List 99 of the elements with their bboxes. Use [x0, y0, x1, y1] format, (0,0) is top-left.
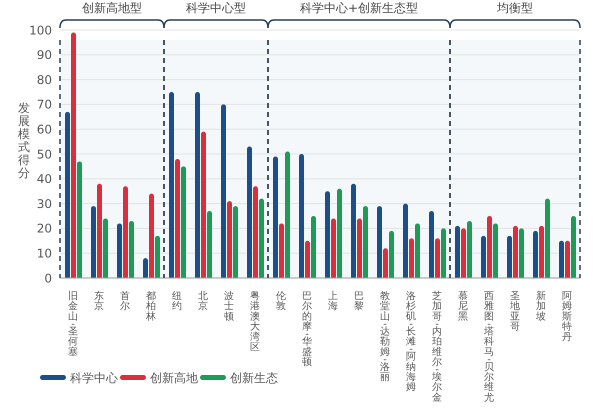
y-tick-label: 60 — [36, 122, 52, 136]
category-label: 芝加哥-内珀维尔-埃尔金 — [432, 291, 442, 404]
bar — [331, 218, 336, 278]
bar — [305, 240, 310, 278]
bar — [143, 258, 148, 278]
x-tick-label: 纽约 — [172, 290, 182, 312]
x-tick-label: 阿姆斯特丹 — [562, 291, 572, 343]
x-tick-label: 首尔 — [120, 290, 130, 312]
bar — [351, 184, 356, 278]
bar — [97, 184, 102, 278]
x-tick-label: 圣地亚哥 — [509, 291, 520, 333]
bar — [273, 156, 278, 278]
legend-label: 科学中心 — [70, 371, 118, 385]
x-tick-label: 巴尔的摩-华盛顿 — [302, 291, 312, 368]
y-tick-label: 30 — [36, 196, 52, 211]
bar — [91, 206, 96, 278]
bar — [559, 240, 564, 278]
legend-label: 创新高地 — [150, 371, 198, 385]
category-label: 西雅图-塔科马-贝尔维尤 — [484, 291, 494, 404]
x-tick-label: 旧金山-圣何塞 — [68, 290, 78, 358]
y-tick-label: 40 — [36, 172, 52, 186]
bar — [233, 206, 238, 278]
bar — [181, 166, 186, 278]
bar — [221, 104, 226, 278]
bar — [65, 112, 70, 278]
bar — [571, 216, 576, 278]
x-tick-label: 北京 — [198, 290, 208, 312]
bar — [259, 198, 264, 278]
bar — [435, 238, 440, 278]
x-tick-label: 新加坡 — [535, 290, 546, 322]
bar — [507, 236, 512, 278]
bar — [325, 191, 330, 278]
bar — [123, 186, 128, 278]
bar — [545, 198, 550, 278]
bar — [377, 206, 382, 278]
x-tick-label: 上海 — [328, 290, 338, 312]
bar — [149, 194, 154, 278]
bar — [467, 220, 472, 278]
bar — [481, 236, 486, 278]
bar — [519, 228, 524, 278]
bar — [71, 32, 76, 278]
bar — [493, 223, 498, 278]
x-tick-label: 东京 — [94, 290, 104, 312]
bar — [103, 218, 108, 278]
band-label: 创新高地型 — [82, 1, 142, 15]
bar — [513, 226, 518, 278]
bar — [117, 223, 122, 278]
bar — [129, 220, 134, 278]
bar — [279, 223, 284, 278]
category-label: 洛杉矶-长滩-阿纳海姆 — [406, 291, 416, 394]
bar — [357, 218, 362, 278]
y-tick-label: 100 — [29, 23, 52, 38]
x-tick-label: 都柏林 — [145, 290, 156, 322]
bar — [299, 154, 304, 278]
bar — [415, 223, 420, 278]
y-tick-label: 20 — [36, 222, 52, 236]
legend-label: 创新生态 — [230, 371, 278, 385]
x-tick-label: 波士顿 — [224, 290, 234, 322]
band-label: 科学中心+创新生态型 — [300, 1, 418, 15]
bar — [169, 92, 174, 278]
x-tick-label: 粤港澳大湾区 — [250, 290, 260, 353]
category-label: 教堂山-达勒姆-洛丽 — [380, 291, 390, 383]
bar — [253, 186, 258, 278]
bar — [461, 228, 466, 278]
bar — [201, 132, 206, 278]
x-tick-label: 巴黎 — [354, 291, 364, 312]
bar — [403, 204, 408, 278]
y-tick-label: 10 — [36, 246, 52, 260]
bar — [247, 146, 252, 278]
y-axis-title: 发展模式得分 — [18, 101, 30, 180]
y-tick-label: 50 — [36, 147, 52, 162]
bar — [77, 161, 82, 278]
bar — [487, 216, 492, 278]
bar — [565, 240, 570, 278]
x-tick-label: 慕尼黑 — [458, 290, 468, 322]
bar — [155, 236, 160, 278]
bar — [285, 152, 290, 278]
y-tick-label: 0 — [44, 271, 52, 286]
bar — [175, 158, 180, 278]
band-label: 均衡型 — [496, 1, 533, 15]
bar — [337, 188, 342, 278]
bar — [429, 211, 434, 278]
bar — [455, 226, 460, 278]
bar — [533, 230, 538, 278]
y-tick-label: 70 — [36, 98, 52, 112]
bar — [311, 216, 316, 278]
bar — [195, 92, 200, 278]
bar — [383, 248, 388, 278]
bar — [389, 230, 394, 278]
x-tick-label: 伦敦 — [276, 290, 286, 312]
y-tick-label: 90 — [36, 48, 52, 62]
y-tick-label: 80 — [36, 72, 52, 87]
bar — [227, 201, 232, 278]
bar — [207, 211, 212, 278]
bar — [441, 228, 446, 278]
bar — [363, 206, 368, 278]
band-label: 科学中心型 — [186, 1, 246, 15]
bar — [409, 238, 414, 278]
bar — [539, 226, 544, 278]
